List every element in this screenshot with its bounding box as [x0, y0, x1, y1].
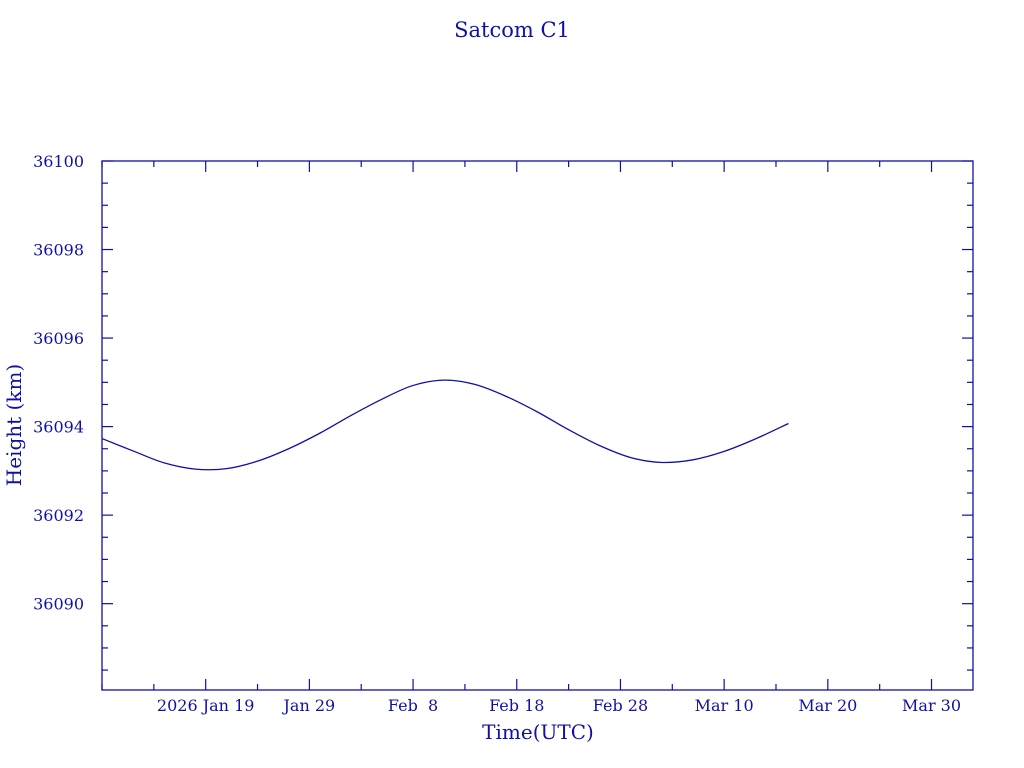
y-tick-label: 36092	[33, 506, 84, 525]
y-tick-label: 36096	[33, 329, 84, 348]
y-tick-labels: 36090 36092 36094 36096 36098 36100	[33, 152, 84, 614]
axis-ticks	[101, 160, 973, 690]
x-tick-labels: 2026 Jan 19 Jan 29 Feb 8 Feb 18 Feb 28 Mar 10…	[157, 696, 961, 715]
x-tick-label: Mar 30	[902, 696, 961, 715]
x-tick-label: Jan 29	[282, 696, 336, 715]
y-tick-label: 36098	[33, 241, 84, 260]
plot-frame	[101, 160, 974, 691]
x-tick-label: Feb 28	[593, 696, 648, 715]
height-series-line	[101, 379, 789, 471]
chart-title: Satcom C1	[454, 18, 570, 42]
x-tick-label: Mar 10	[695, 696, 754, 715]
x-tick-label: Feb 18	[489, 696, 544, 715]
y-tick-label: 36090	[33, 595, 84, 614]
x-tick-label: Mar 20	[798, 696, 857, 715]
y-tick-label: 36100	[33, 152, 84, 171]
y-tick-label: 36094	[33, 418, 84, 437]
x-axis-label: Time(UTC)	[482, 720, 594, 744]
y-axis-label: Height (km)	[2, 364, 26, 486]
x-tick-label: 2026 Jan 19	[157, 696, 255, 715]
x-tick-label: Feb 8	[388, 696, 438, 715]
